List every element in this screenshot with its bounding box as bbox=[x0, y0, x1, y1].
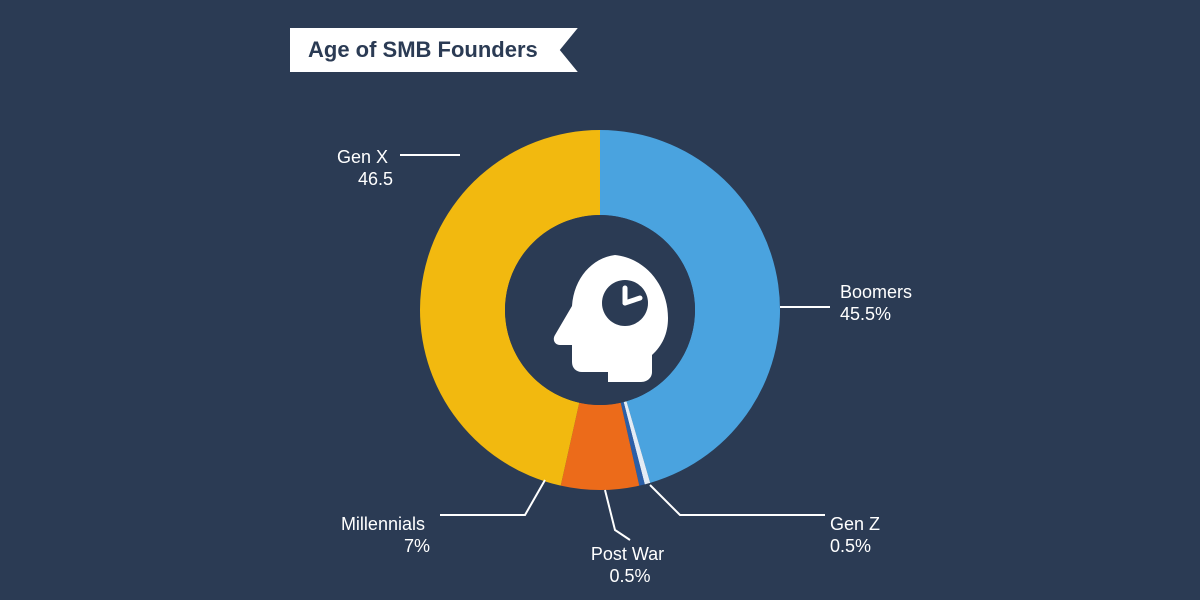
donut-chart: Gen X 46.5 Boomers 45.5% Millennials 7% … bbox=[0, 0, 1200, 600]
label-millennials: Millennials 7% bbox=[341, 514, 430, 556]
leader-line bbox=[605, 490, 630, 540]
leader-line bbox=[650, 485, 825, 515]
label-gen-x: Gen X 46.5 bbox=[337, 147, 393, 189]
leader-line bbox=[440, 480, 545, 515]
label-boomers: Boomers 45.5% bbox=[840, 282, 917, 324]
label-gen-z: Gen Z 0.5% bbox=[830, 514, 885, 556]
label-post-war: Post War 0.5% bbox=[591, 544, 669, 586]
